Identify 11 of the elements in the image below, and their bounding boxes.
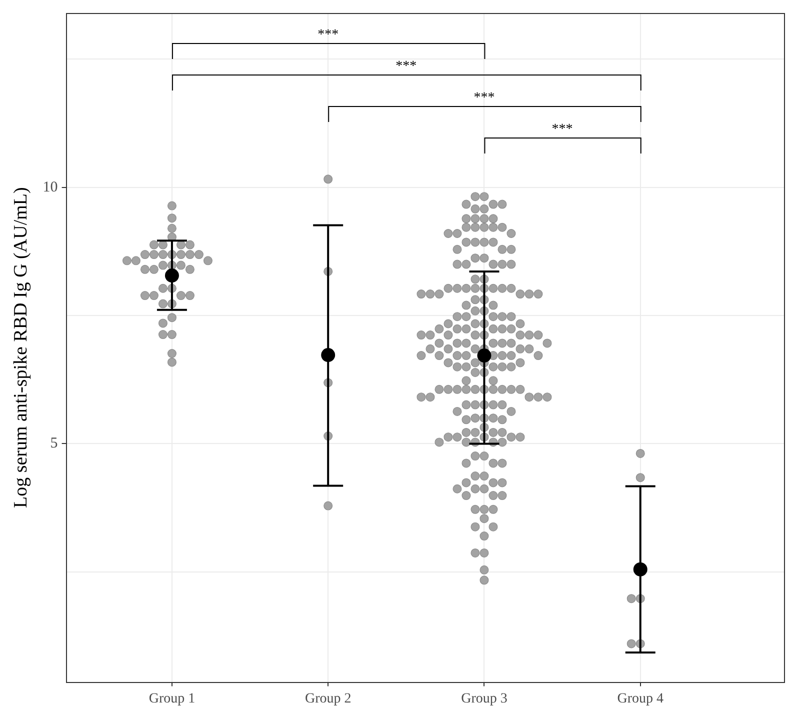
annotation: ***	[552, 122, 573, 138]
y-tick-label: 10	[42, 179, 58, 196]
annotation: ***	[318, 28, 339, 43]
annotation: ***	[396, 59, 417, 74]
annotation: ***	[474, 90, 495, 106]
x-tick-label: Group 3	[461, 691, 508, 706]
x-tick-label: Group 4	[617, 691, 664, 706]
y-axis-title: Log serum anti-spike RBD Ig G (AU/mL)	[10, 187, 32, 508]
x-tick-label: Group 2	[304, 691, 352, 706]
y-tick-label: 5	[50, 436, 58, 452]
x-tick-label: Group 1	[148, 691, 196, 706]
